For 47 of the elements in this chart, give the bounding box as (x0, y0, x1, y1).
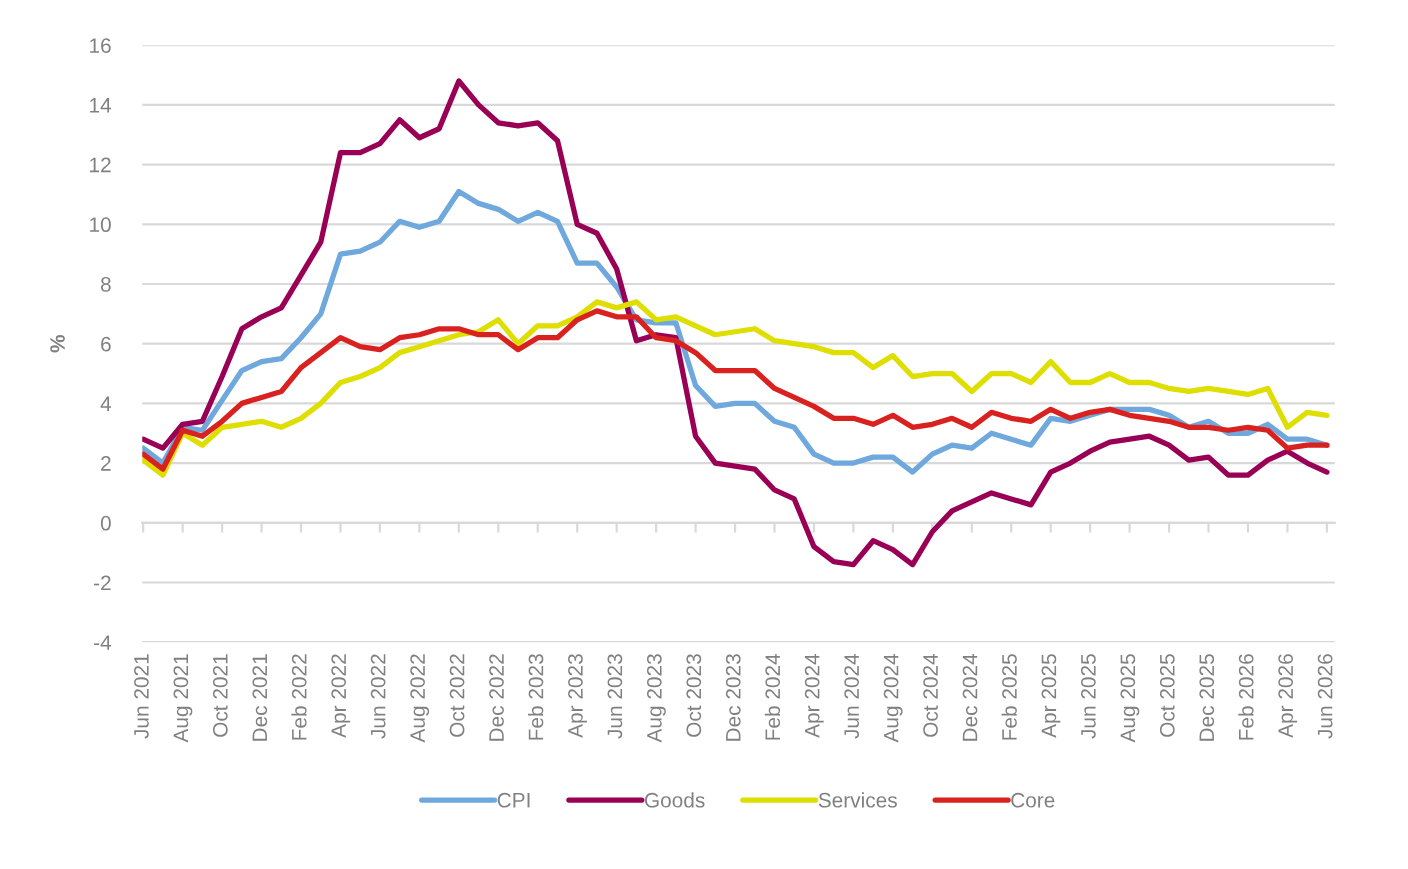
y-tick-label: 4 (100, 396, 112, 411)
legend-label: Goods (644, 792, 705, 808)
legend-label: CPI (497, 792, 530, 808)
x-tick-label: Aug 2025 (1120, 654, 1140, 743)
y-tick-label: 6 (101, 336, 111, 352)
y-tick-label: 16 (90, 38, 111, 53)
y-tick-label: 12 (90, 157, 111, 173)
y-tick-label: 2 (101, 456, 111, 471)
x-tick-label: Feb 2022 (291, 654, 307, 740)
x-tick-label: Oct 2024 (923, 653, 938, 737)
x-tick-label: Oct 2023 (686, 654, 702, 737)
y-tick-label: 10 (90, 217, 111, 233)
legend-label: Core (1011, 792, 1055, 808)
x-tick-label: Oct 2021 (212, 654, 228, 737)
x-tick-label: Aug 2023 (646, 654, 666, 743)
x-tick-label: Jun 2023 (607, 654, 623, 739)
x-tick-label: Apr 2026 (1278, 654, 1298, 738)
y-tick-label: 14 (90, 98, 112, 113)
legend-label: Services (818, 792, 897, 808)
x-tick-label: Dec 2022 (489, 654, 504, 741)
x-tick-label: Aug 2021 (173, 654, 193, 743)
x-tick-label: Jun 2024 (844, 653, 860, 739)
x-tick-label: Jun 2022 (370, 654, 386, 739)
x-tick-label: Dec 2025 (1199, 654, 1215, 741)
x-tick-label: Jun 2021 (134, 654, 149, 739)
y-axis-title: % (50, 334, 65, 353)
x-tick-label: Feb 2025 (1001, 654, 1017, 740)
y-tick-label: 0 (100, 515, 111, 531)
y-tick-label: 8 (100, 276, 111, 292)
x-tick-label: Dec 2024 (962, 653, 978, 741)
x-tick-label: Aug 2022 (410, 654, 430, 743)
x-tick-label: Jun 2025 (1080, 654, 1096, 739)
x-tick-label: Oct 2022 (449, 654, 465, 737)
x-tick-label: Apr 2024 (804, 653, 824, 738)
x-tick-label: Feb 2023 (528, 654, 544, 740)
x-tick-label: Jun 2026 (1317, 654, 1333, 739)
x-tick-label: Apr 2022 (331, 654, 351, 738)
x-tick-label: Feb 2026 (1238, 654, 1254, 740)
x-tick-label: Apr 2023 (568, 654, 587, 738)
x-tick-label: Apr 2025 (1041, 654, 1061, 738)
y-tick-label: -4 (94, 635, 112, 650)
x-tick-label: Dec 2021 (252, 654, 268, 741)
x-tick-label: Feb 2024 (764, 653, 781, 740)
x-tick-label: Aug 2024 (883, 653, 903, 743)
x-tick-label: Dec 2023 (725, 654, 741, 741)
y-tick-label: -2 (94, 575, 111, 591)
x-tick-label: Oct 2025 (1159, 654, 1175, 737)
